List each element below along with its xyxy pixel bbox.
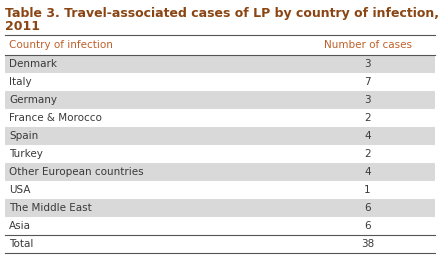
Text: Other European countries: Other European countries bbox=[9, 167, 143, 177]
Text: Turkey: Turkey bbox=[9, 149, 43, 159]
Bar bbox=[5, 127, 435, 145]
Text: France & Morocco: France & Morocco bbox=[9, 113, 102, 123]
Text: 2011: 2011 bbox=[5, 20, 40, 33]
Text: Denmark: Denmark bbox=[9, 59, 57, 69]
Bar bbox=[5, 73, 435, 91]
Text: 4: 4 bbox=[364, 167, 371, 177]
Text: Italy: Italy bbox=[9, 77, 32, 87]
Text: 2: 2 bbox=[364, 113, 371, 123]
Text: Table 3. Travel-associated cases of LP by country of infection,: Table 3. Travel-associated cases of LP b… bbox=[5, 7, 439, 20]
Text: Germany: Germany bbox=[9, 95, 57, 105]
Bar bbox=[5, 217, 435, 235]
Text: 6: 6 bbox=[364, 203, 371, 213]
Text: 3: 3 bbox=[364, 95, 371, 105]
Text: Asia: Asia bbox=[9, 221, 31, 231]
Bar bbox=[5, 145, 435, 163]
Bar bbox=[5, 163, 435, 181]
Text: 1: 1 bbox=[364, 185, 371, 195]
Text: 3: 3 bbox=[364, 59, 371, 69]
Text: 7: 7 bbox=[364, 77, 371, 87]
Text: 4: 4 bbox=[364, 131, 371, 141]
Text: Country of infection: Country of infection bbox=[9, 40, 113, 50]
Text: USA: USA bbox=[9, 185, 30, 195]
Text: Number of cases: Number of cases bbox=[323, 40, 411, 50]
Bar bbox=[5, 109, 435, 127]
Bar bbox=[5, 199, 435, 217]
Text: 2: 2 bbox=[364, 149, 371, 159]
Text: Total: Total bbox=[9, 239, 33, 249]
Bar bbox=[5, 91, 435, 109]
Text: The Middle East: The Middle East bbox=[9, 203, 92, 213]
Bar bbox=[5, 235, 435, 253]
Text: 6: 6 bbox=[364, 221, 371, 231]
Bar bbox=[5, 55, 435, 73]
Text: Spain: Spain bbox=[9, 131, 38, 141]
Bar bbox=[5, 181, 435, 199]
Text: 38: 38 bbox=[361, 239, 374, 249]
